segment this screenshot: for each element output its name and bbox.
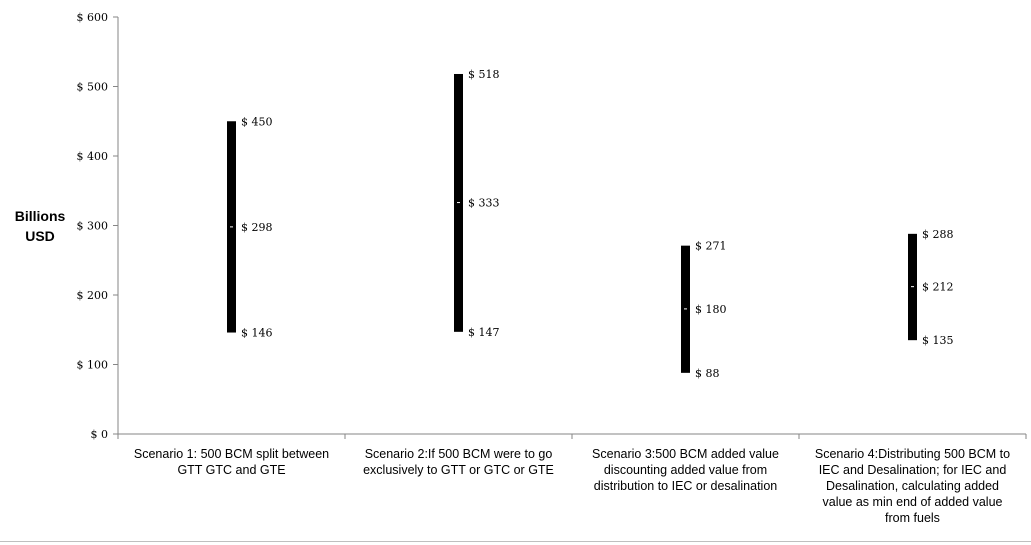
low-value-label: $ 135 (922, 334, 954, 347)
mid-value-label: $ 333 (468, 197, 500, 210)
bottom-divider (0, 541, 1031, 542)
high-value-label: $ 271 (695, 240, 727, 253)
mid-value-label: $ 212 (922, 281, 954, 294)
x-category-label: Scenario 2:If 500 BCM were to go exclusiv… (363, 447, 554, 477)
y-tick-label: $ 600 (77, 11, 109, 24)
mid-value-label: $ 180 (695, 303, 727, 316)
y-tick-label: $ 200 (77, 289, 109, 302)
high-value-label: $ 450 (241, 115, 273, 128)
y-tick-label: $ 100 (77, 359, 109, 372)
mid-value-label: $ 298 (241, 221, 273, 234)
y-tick-label: $ 400 (77, 150, 109, 163)
high-value-label: $ 518 (468, 68, 500, 81)
y-axis-label: Billions USD (15, 208, 66, 244)
y-axis-title-line: USD (25, 228, 55, 244)
low-value-label: $ 146 (241, 327, 273, 340)
x-axis: Scenario 1: 500 BCM split between GTT GTC… (117, 433, 1027, 525)
x-category-label: Scenario 4:Distributing 500 BCM to IEC an… (815, 447, 1010, 525)
y-tick-label: $ 500 (77, 81, 109, 94)
data-labels: $ 450 $ 298 $ 146 $ 518 $ 333 $ 147 $ 271 $ 180… (241, 68, 954, 380)
range-bars (227, 73, 917, 373)
y-tick-label: $ 0 (91, 428, 109, 441)
x-category-label: Scenario 3:500 BCM added value discountin… (592, 447, 779, 493)
x-category-label: Scenario 1: 500 BCM split between GTT GTC… (134, 447, 329, 477)
low-value-label: $ 88 (695, 367, 720, 380)
y-tick-label: $ 300 (77, 220, 109, 233)
low-value-label: $ 147 (468, 326, 500, 339)
high-value-label: $ 288 (922, 228, 954, 241)
y-axis-title-line: Billions (15, 208, 66, 224)
y-axis: $ 0 $ 100 $ 200 $ 300 $ 400 $ 500 $ 600 (77, 11, 119, 441)
